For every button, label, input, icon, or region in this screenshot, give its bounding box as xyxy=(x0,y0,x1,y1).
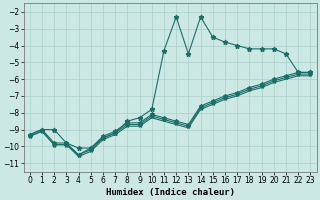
X-axis label: Humidex (Indice chaleur): Humidex (Indice chaleur) xyxy=(106,188,235,197)
